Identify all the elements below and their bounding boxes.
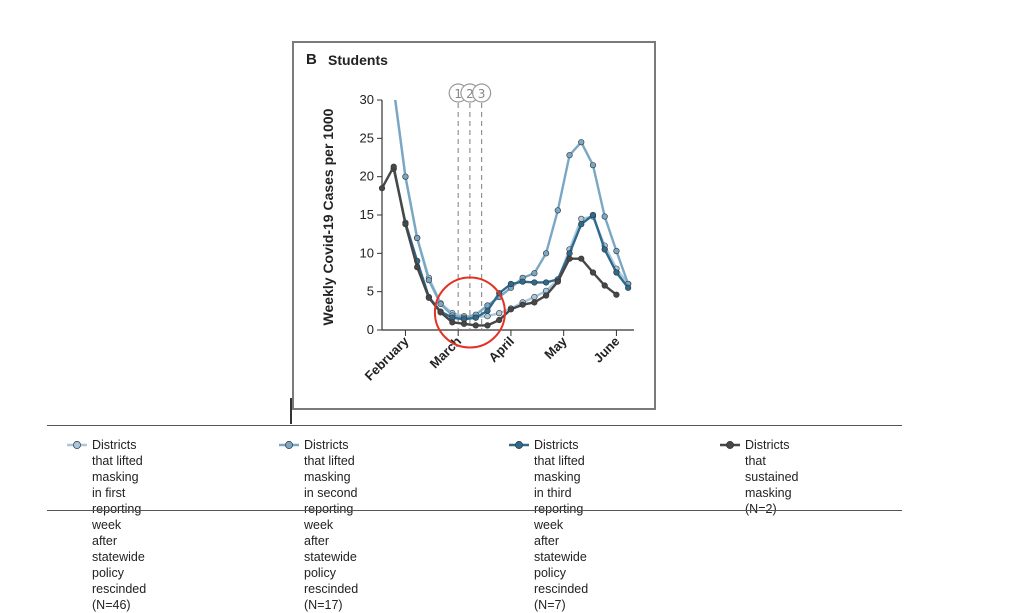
series-4-point — [601, 282, 608, 289]
legend-label-3: Districts that lifted masking in third r… — [534, 438, 589, 612]
annotation-label: 1 — [454, 87, 462, 101]
series-2-point — [589, 162, 597, 169]
series-4-point — [531, 299, 538, 306]
series-2-point — [601, 213, 608, 220]
legend-marker-1 — [67, 441, 87, 449]
y-tick-label: 25 — [360, 130, 374, 145]
series-2-point — [554, 207, 561, 214]
series-3-point — [542, 279, 550, 286]
series-line-2 — [394, 100, 630, 319]
y-tick-label: 15 — [360, 207, 374, 222]
series-4-point — [554, 278, 561, 285]
series-4-point — [437, 309, 444, 316]
series-3-point — [601, 246, 608, 253]
series-line-4 — [380, 165, 618, 327]
series-4-point — [402, 221, 409, 228]
y-tick-label: 20 — [360, 169, 374, 184]
series-3-point — [484, 307, 491, 314]
legend-label-2: Districts that lifted masking in second … — [304, 438, 359, 612]
series-4-point — [425, 294, 432, 301]
chart-title: Students — [328, 52, 388, 68]
series-3-point — [613, 269, 620, 276]
series-4-point — [519, 301, 526, 308]
chart-panel: B Students 0 5 10 15 20 25 30 February March Apri… — [292, 41, 656, 410]
series-1-point — [496, 310, 503, 317]
series-4-point — [589, 269, 597, 276]
x-tick-label: March — [427, 333, 465, 371]
series-1-point — [578, 215, 585, 222]
series-2-point — [425, 277, 432, 284]
series-3-point — [519, 278, 526, 285]
series-3-point — [589, 211, 597, 219]
annotation-label: 3 — [478, 87, 486, 101]
y-tick-label: 0 — [367, 322, 374, 337]
annotation-marker — [472, 83, 492, 103]
series-3-point — [578, 221, 585, 228]
legend-top-rule — [47, 425, 902, 426]
series-2-point — [531, 270, 538, 277]
y-tick-label: 10 — [360, 245, 374, 260]
series-2-point — [402, 173, 409, 180]
series-line-1 — [394, 100, 630, 319]
x-tick-label: June — [590, 334, 622, 366]
series-3-point — [566, 250, 573, 257]
series-4-point — [542, 292, 550, 299]
line-chart: 0 5 10 15 20 25 30 February March April May June Wee… — [320, 83, 634, 383]
series-4-point — [449, 319, 456, 326]
legend-label-1: Districts that lifted masking in first r… — [92, 438, 147, 612]
series-4-point — [414, 264, 421, 271]
legend-label-4: Districts that sustained masking (N=2) — [745, 438, 799, 516]
series-3-point — [472, 314, 479, 321]
series-2-point — [437, 300, 444, 308]
y-tick-label: 5 — [367, 284, 374, 299]
series-2-point — [414, 234, 421, 242]
series-4-point — [613, 291, 620, 298]
legend-bottom-rule — [47, 510, 902, 511]
series-2-point — [613, 247, 620, 255]
series-4-point — [496, 316, 503, 324]
series-4-point — [390, 163, 397, 170]
series-4-point — [578, 255, 585, 262]
series-2-point — [542, 250, 550, 257]
panel-letter: B — [306, 51, 317, 68]
series-2-point — [566, 152, 573, 159]
annotation-label: 2 — [466, 87, 474, 101]
highlight-circle — [433, 276, 506, 349]
series-1-point — [484, 313, 491, 320]
series-4-point — [484, 322, 491, 329]
series-4-point — [566, 255, 573, 262]
y-tick-label: 30 — [360, 92, 374, 107]
series-3-point — [507, 280, 515, 288]
panel-edge-mark — [290, 398, 292, 424]
series-3-point — [531, 279, 538, 286]
series-2-point — [578, 139, 585, 146]
x-tick-label: February — [362, 333, 412, 383]
legend-marker-3 — [509, 441, 529, 449]
series-3-point — [625, 284, 632, 291]
series-4-point — [460, 320, 468, 327]
y-axis-label: Weekly Covid-19 Cases per 1000 — [320, 108, 336, 325]
x-tick-label: April — [485, 334, 517, 366]
series-1-point — [531, 293, 538, 301]
series-4-point — [507, 306, 515, 313]
series-4-point — [472, 322, 479, 329]
series-4-point — [378, 185, 386, 192]
legend-marker-4 — [720, 441, 740, 449]
legend-marker-2 — [279, 441, 299, 449]
x-tick-label: May — [541, 333, 570, 362]
